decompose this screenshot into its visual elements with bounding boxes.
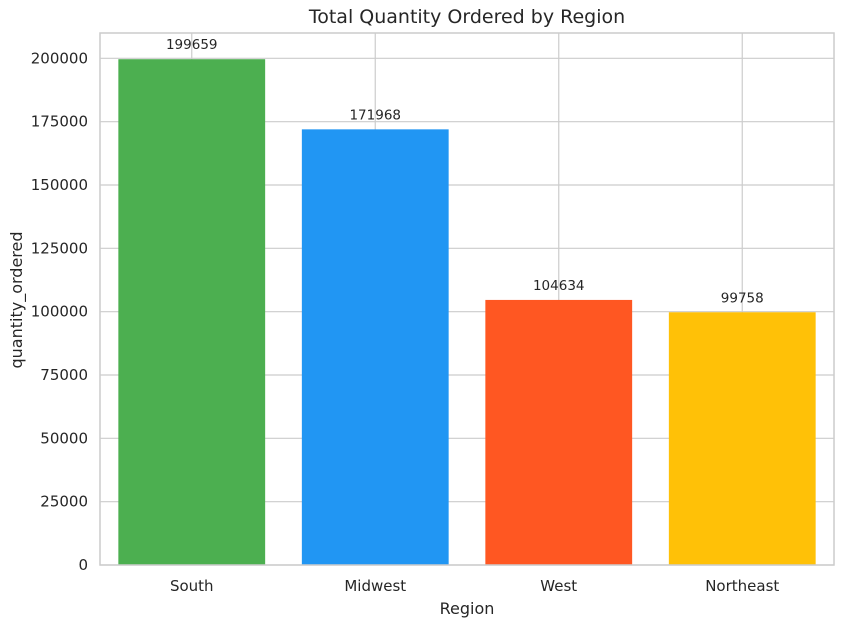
data-label: 99758	[721, 290, 764, 306]
data-label: 171968	[349, 107, 401, 123]
bar-northeast	[668, 312, 816, 565]
y-tick-label: 125000	[31, 239, 88, 257]
x-tick-label: Midwest	[344, 577, 406, 595]
plot-frame	[99, 32, 835, 566]
data-label: 199659	[166, 37, 218, 53]
y-tick-label: 200000	[31, 49, 88, 67]
bar-west	[485, 299, 633, 565]
chart-title: Total Quantity Ordered by Region	[308, 6, 625, 28]
y-axis-label: quantity_ordered	[7, 231, 27, 368]
data-label: 104634	[533, 278, 585, 294]
x-axis-label: Region	[440, 599, 495, 618]
y-tick-label: 0	[78, 556, 88, 574]
y-tick-label: 150000	[31, 176, 88, 194]
y-tick-label: 75000	[40, 366, 88, 384]
y-tick-label: 25000	[40, 493, 88, 511]
y-tick-label: 50000	[40, 429, 88, 447]
x-tick-label: South	[170, 577, 214, 595]
bar-south	[118, 59, 266, 565]
plot-area: 0 25000 50000 75000 100000 125000 150000 175000…	[31, 32, 835, 595]
y-tick-label: 100000	[31, 303, 88, 321]
x-tick-label: Northeast	[705, 577, 779, 595]
x-tick-label: West	[540, 577, 577, 595]
y-tick-label: 175000	[31, 113, 88, 131]
bar-midwest	[301, 129, 449, 566]
